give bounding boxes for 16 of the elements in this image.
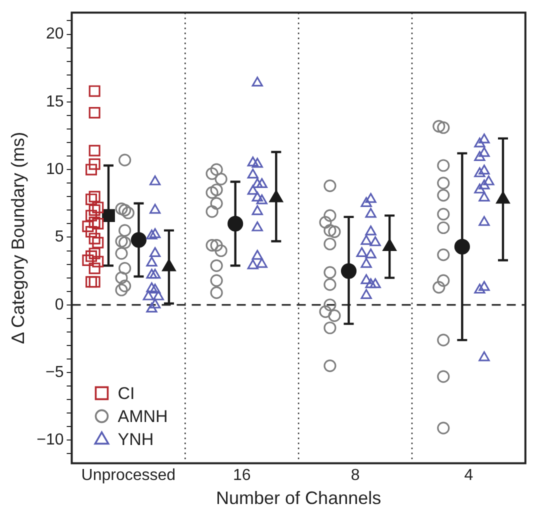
y-tick-label: 10	[46, 160, 64, 178]
legend-label: CI	[118, 384, 135, 403]
y-tick-label: −10	[36, 432, 64, 449]
x-axis-title: Number of Channels	[216, 488, 382, 508]
y-tick-label: −5	[45, 364, 64, 381]
x-tick-label: 4	[464, 467, 474, 484]
y-axis-title: Δ Category Boundary (ms)	[8, 132, 28, 344]
y-tick-label: 15	[46, 93, 64, 110]
x-tick-label: Unprocessed	[81, 467, 176, 484]
y-tick-label: 20	[46, 26, 64, 43]
legend-label: AMNH	[118, 406, 168, 426]
x-tick-label: 16	[232, 467, 251, 484]
y-tick-label: 5	[54, 228, 64, 246]
x-tick-label: 8	[350, 467, 360, 484]
legend-label: YNH	[118, 430, 154, 449]
y-tick-label: 0	[54, 296, 64, 314]
